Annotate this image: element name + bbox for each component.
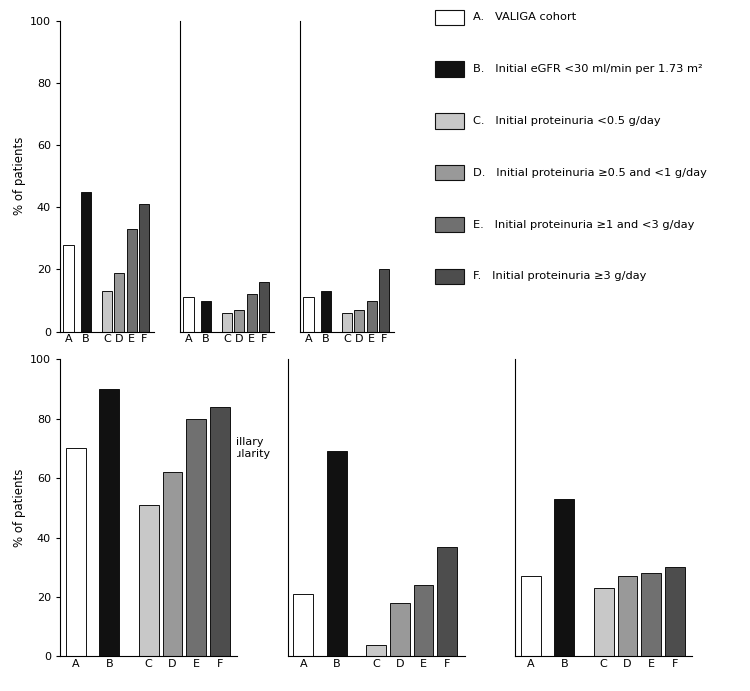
Bar — [327, 451, 346, 656]
Text: D.   Initial proteinuria ≥0.5 and <1 g/day: D. Initial proteinuria ≥0.5 and <1 g/day — [473, 168, 707, 178]
Bar — [437, 547, 457, 656]
Bar — [366, 645, 386, 656]
Bar — [163, 472, 182, 656]
Bar — [321, 292, 332, 332]
Text: Endocapillary
hypercellularity
E1: Endocapillary hypercellularity E1 — [183, 437, 270, 471]
Bar — [664, 567, 685, 656]
Bar — [183, 298, 194, 332]
Text: Mesangial
hypercellularity
M1: Mesangial hypercellularity M1 — [63, 437, 150, 471]
Bar — [63, 245, 74, 332]
Bar — [101, 292, 112, 332]
Bar — [100, 389, 119, 656]
Bar — [641, 574, 661, 656]
Text: Any
crescents: Any crescents — [320, 406, 374, 428]
Bar — [81, 192, 92, 332]
Y-axis label: % of patients: % of patients — [13, 468, 26, 547]
Bar — [354, 310, 364, 332]
Bar — [247, 294, 257, 332]
Text: F.   Initial proteinuria ≥3 g/day: F. Initial proteinuria ≥3 g/day — [473, 272, 646, 281]
Bar — [139, 205, 149, 332]
Y-axis label: % of patients: % of patients — [13, 137, 26, 216]
Bar — [186, 419, 206, 656]
Bar — [367, 301, 377, 332]
Bar — [414, 585, 434, 656]
Bar — [594, 588, 613, 656]
Bar — [139, 505, 158, 656]
Bar — [201, 301, 211, 332]
Bar — [379, 269, 389, 332]
Text: C.   Initial proteinuria <0.5 g/day: C. Initial proteinuria <0.5 g/day — [473, 116, 661, 126]
Bar — [390, 603, 410, 656]
Bar — [66, 448, 86, 656]
Bar — [234, 310, 244, 332]
Bar — [127, 229, 137, 332]
Bar — [259, 282, 269, 332]
Text: E.   Initial proteinuria ≥1 and <3 g/day: E. Initial proteinuria ≥1 and <3 g/day — [473, 220, 694, 229]
Bar — [210, 407, 230, 656]
Bar — [114, 273, 125, 332]
Bar — [221, 313, 232, 332]
Bar — [617, 576, 638, 656]
Bar — [554, 499, 574, 656]
Bar — [293, 594, 314, 656]
Bar — [341, 313, 352, 332]
Text: B.   Initial eGFR <30 ml/min per 1.73 m²: B. Initial eGFR <30 ml/min per 1.73 m² — [473, 64, 703, 74]
Text: A.   VALIGA cohort: A. VALIGA cohort — [473, 12, 577, 22]
Bar — [521, 576, 541, 656]
Bar — [303, 298, 313, 332]
